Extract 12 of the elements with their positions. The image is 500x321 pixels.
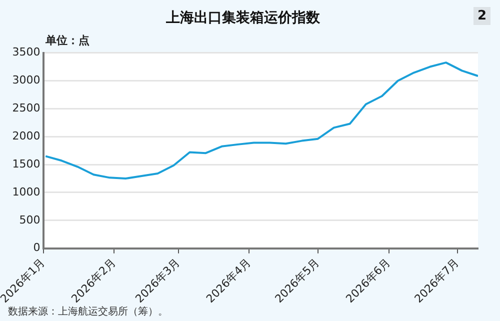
y-axis-title: 单位：点 (44, 34, 90, 48)
chart-title: 上海出口集装箱运价指数 (165, 10, 321, 26)
y-tick-label: 3000 (12, 74, 40, 87)
y-tick-label: 2500 (12, 102, 40, 115)
text: 2 (477, 8, 487, 24)
y-tick-label: 0 (33, 241, 40, 254)
y-tick-label: 3500 (12, 46, 40, 59)
y-tick-label: 1500 (12, 157, 40, 170)
source-note: 数据来源：上海航运交易所（筹）。 (8, 306, 168, 318)
y-tick-label: 500 (19, 213, 40, 226)
y-tick-label: 2000 (12, 129, 40, 142)
y-tick-label: 1000 (12, 185, 40, 198)
